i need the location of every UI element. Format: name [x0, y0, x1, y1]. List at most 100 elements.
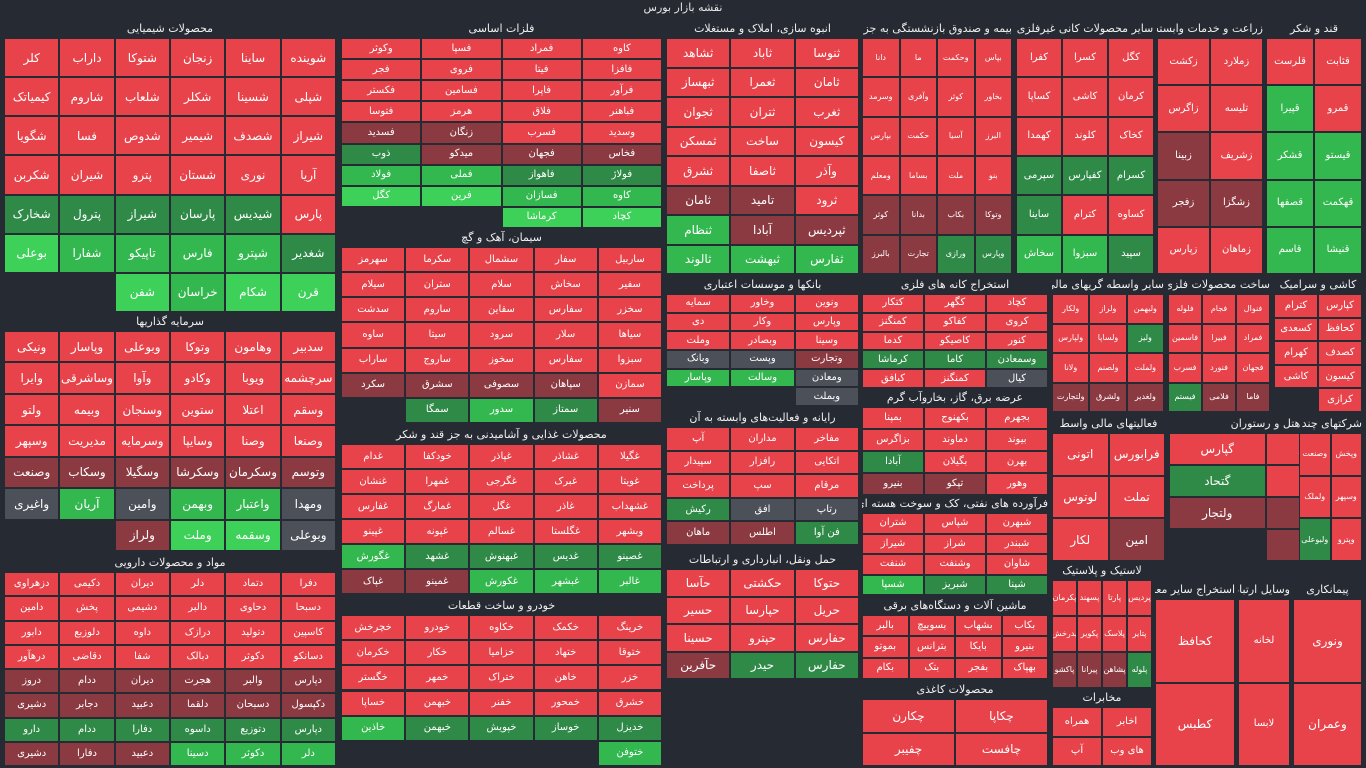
stock-cell[interactable]: دلر: [280, 741, 336, 766]
stock-cell[interactable]: درهآور: [4, 644, 60, 669]
stock-cell[interactable]: خکمک: [533, 615, 598, 641]
stock-cell[interactable]: دلوزبع: [59, 620, 115, 645]
stock-cell[interactable]: کنور: [986, 331, 1048, 351]
stock-cell[interactable]: خپویش: [469, 715, 534, 741]
stock-cell[interactable]: ولتجار: [1169, 497, 1266, 529]
stock-cell[interactable]: فاما: [1236, 382, 1270, 412]
stock-cell[interactable]: ولبهمن: [1126, 294, 1164, 324]
stock-cell[interactable]: داسوه: [170, 717, 226, 742]
stock-cell[interactable]: شاوان: [986, 554, 1048, 575]
stock-cell[interactable]: والبر: [225, 669, 281, 694]
stock-cell[interactable]: غگلستا: [533, 519, 598, 544]
stock-cell[interactable]: غکورش: [469, 569, 534, 594]
stock-cell[interactable]: غدیس: [533, 544, 598, 569]
stock-cell[interactable]: آپ: [666, 427, 731, 451]
stock-cell[interactable]: وبوعلی: [114, 331, 170, 363]
stock-cell[interactable]: بمپنا: [862, 407, 924, 429]
stock-cell[interactable]: ولراز: [114, 519, 170, 551]
stock-cell[interactable]: ولملت: [1126, 353, 1164, 383]
stock-cell[interactable]: بکاب: [937, 195, 975, 235]
stock-cell[interactable]: ثعمرا: [730, 67, 795, 97]
stock-cell[interactable]: کوثر: [937, 77, 975, 117]
stock-cell[interactable]: فافزا: [581, 59, 662, 81]
stock-cell[interactable]: کگهر: [924, 294, 986, 313]
stock-cell[interactable]: فجهان: [501, 143, 582, 165]
stock-cell[interactable]: بموتو: [862, 636, 909, 658]
stock-cell[interactable]: سخزر: [597, 297, 662, 323]
stock-cell[interactable]: کمنگنز: [924, 369, 986, 388]
stock-cell[interactable]: وسرمد: [862, 77, 900, 117]
stock-cell[interactable]: گپارس: [1169, 433, 1266, 465]
stock-cell[interactable]: وتوکا: [170, 331, 226, 363]
stock-cell[interactable]: ولشرق: [1089, 382, 1127, 412]
stock-cell[interactable]: خساپا: [341, 690, 406, 716]
stock-cell[interactable]: مدیریت: [59, 425, 115, 457]
stock-cell[interactable]: ساینا: [225, 38, 281, 78]
stock-cell[interactable]: بگیلان: [924, 451, 986, 473]
stock-cell[interactable]: خزر: [597, 665, 662, 691]
stock-cell[interactable]: دتماد: [225, 572, 281, 597]
stock-cell[interactable]: خکار: [405, 640, 470, 666]
stock-cell[interactable]: زشگزا: [1210, 179, 1263, 227]
stock-cell[interactable]: واعتبار: [225, 488, 281, 520]
stock-cell[interactable]: ولپارس: [1052, 323, 1090, 353]
stock-cell[interactable]: ختهاد: [533, 640, 598, 666]
stock-cell[interactable]: آپ: [1052, 736, 1102, 766]
stock-cell[interactable]: ما: [899, 38, 937, 78]
stock-cell[interactable]: وکادو: [170, 362, 226, 394]
stock-cell[interactable]: بهپاک: [1001, 657, 1048, 679]
stock-cell[interactable]: ولملک: [1299, 475, 1331, 519]
stock-cell[interactable]: دماوند: [924, 429, 986, 451]
stock-cell[interactable]: شکلر: [170, 77, 226, 117]
stock-cell[interactable]: ولبوعلی: [1299, 518, 1331, 561]
stock-cell[interactable]: شغدیر: [280, 233, 336, 273]
stock-cell[interactable]: وتوکا: [974, 195, 1012, 235]
stock-cell[interactable]: ذوب: [341, 143, 422, 165]
stock-cell[interactable]: چکاپا: [955, 699, 1048, 733]
stock-cell[interactable]: شیراز: [280, 116, 336, 156]
stock-cell[interactable]: قپیرا: [1266, 85, 1314, 133]
stock-cell[interactable]: فسا: [59, 116, 115, 156]
stock-cell[interactable]: ختوقا: [597, 640, 662, 666]
stock-cell[interactable]: کوثر: [862, 195, 900, 235]
stock-cell[interactable]: وهامون: [225, 331, 281, 363]
stock-cell[interactable]: وبوعلی: [280, 519, 336, 551]
stock-cell[interactable]: خکاوه: [469, 615, 534, 641]
stock-cell[interactable]: سخاش: [533, 272, 598, 298]
stock-cell[interactable]: مفاخر: [794, 427, 859, 451]
stock-cell[interactable]: ونوین: [794, 294, 859, 313]
stock-cell[interactable]: رافزار: [730, 450, 795, 475]
stock-cell[interactable]: امین: [1108, 518, 1165, 561]
stock-cell[interactable]: حریل: [794, 596, 859, 624]
stock-cell[interactable]: وخاور: [730, 294, 795, 313]
stock-cell[interactable]: بجهرم: [986, 407, 1048, 429]
stock-cell[interactable]: کیسون: [1318, 364, 1362, 389]
stock-cell[interactable]: فاسمین: [1168, 323, 1202, 353]
stock-cell[interactable]: دلقما: [170, 693, 226, 718]
stock-cell[interactable]: بکاب: [1001, 615, 1048, 637]
stock-cell[interactable]: حپترو: [730, 624, 795, 652]
stock-cell[interactable]: واغیری: [4, 488, 60, 520]
stock-cell[interactable]: فمراد: [1236, 323, 1270, 353]
stock-cell[interactable]: حسیر: [666, 596, 731, 624]
stock-cell[interactable]: وکوثر: [341, 38, 422, 60]
stock-cell[interactable]: قشکر: [1266, 132, 1314, 180]
stock-cell[interactable]: فروی: [421, 59, 502, 81]
stock-cell[interactable]: فجام: [1202, 294, 1236, 324]
stock-cell[interactable]: شدوص: [114, 116, 170, 156]
stock-cell[interactable]: غنشان: [341, 469, 406, 494]
stock-cell[interactable]: سکرما: [405, 247, 470, 273]
stock-cell[interactable]: اخابر: [1102, 707, 1152, 737]
stock-cell[interactable]: ثامان: [666, 185, 731, 215]
stock-cell[interactable]: وپخش: [1330, 433, 1362, 476]
stock-cell[interactable]: کمنگنز: [862, 312, 924, 332]
stock-cell[interactable]: سدور: [469, 397, 534, 423]
stock-cell[interactable]: فنوال: [1236, 294, 1270, 324]
stock-cell[interactable]: غبهنوش: [469, 544, 534, 569]
stock-cell[interactable]: وسگیلا: [114, 456, 170, 489]
stock-cell[interactable]: ثاصفا: [730, 156, 795, 186]
stock-cell[interactable]: فجر: [341, 59, 422, 81]
stock-cell[interactable]: وپست: [730, 350, 795, 369]
stock-cell[interactable]: غپاذر: [469, 444, 534, 469]
stock-cell[interactable]: ویوبا: [225, 362, 281, 394]
